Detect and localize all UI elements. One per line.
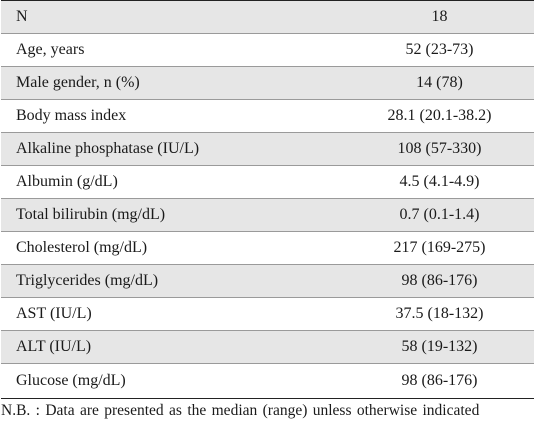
table-row: Total bilirubin (mg/dL) 0.7 (0.1-1.4) [1, 199, 534, 232]
row-value: 4.5 (4.1-4.9) [399, 173, 480, 190]
row-value: 58 (19-132) [401, 338, 478, 355]
row-value: 14 (78) [416, 74, 463, 91]
row-label: ALT (IU/L) [16, 338, 92, 355]
table-row: AST (IU/L) 37.5 (18-132) [1, 298, 534, 331]
row-value: 217 (169-275) [393, 239, 486, 256]
row-value: 18 [431, 8, 448, 25]
row-value: 37.5 (18-132) [395, 305, 484, 322]
table-row: Male gender, n (%) 14 (78) [1, 67, 534, 100]
table-row: ALT (IU/L) 58 (19-132) [1, 331, 534, 364]
table-row: N 18 [1, 1, 534, 34]
row-value: 0.7 (0.1-1.4) [399, 206, 480, 223]
row-label: Cholesterol (mg/dL) [16, 239, 148, 256]
row-value: 52 (23-73) [405, 41, 474, 58]
row-label: Male gender, n (%) [16, 74, 140, 91]
table-row: Body mass index 28.1 (20.1-38.2) [1, 100, 534, 133]
row-value: 28.1 (20.1-38.2) [387, 107, 492, 124]
row-value: 98 (86-176) [401, 372, 478, 389]
row-label: Triglycerides (mg/dL) [16, 272, 159, 289]
row-label: Glucose (mg/dL) [16, 372, 126, 389]
row-value: 98 (86-176) [401, 272, 478, 289]
row-value: 108 (57-330) [397, 140, 482, 157]
row-label: Age, years [16, 41, 85, 58]
row-label: Alkaline phosphatase (IU/L) [16, 140, 200, 157]
row-label: N [16, 8, 28, 25]
table-row: Triglycerides (mg/dL) 98 (86-176) [1, 265, 534, 298]
table-row: Age, years 52 (23-73) [1, 34, 534, 67]
table-row: Albumin (g/dL) 4.5 (4.1-4.9) [1, 166, 534, 199]
row-label: AST (IU/L) [16, 305, 92, 322]
table-row: Alkaline phosphatase (IU/L) 108 (57-330) [1, 133, 534, 166]
row-label: Body mass index [16, 107, 127, 124]
table-row: Cholesterol (mg/dL) 217 (169-275) [1, 232, 534, 265]
data-table: N 18 Age, years 52 (23-73) Male gender, … [1, 0, 534, 399]
table-row: Glucose (mg/dL) 98 (86-176) [1, 364, 534, 399]
row-label: Albumin (g/dL) [16, 173, 118, 190]
row-label: Total bilirubin (mg/dL) [16, 206, 166, 223]
table-footnote: N.B. : Data are presented as the median … [1, 402, 480, 419]
